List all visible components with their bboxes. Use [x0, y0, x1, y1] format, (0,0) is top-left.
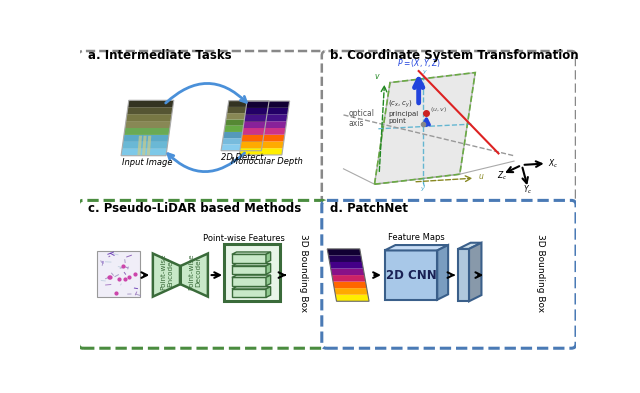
Text: 3D Bounding Box: 3D Bounding Box [299, 235, 308, 312]
FancyBboxPatch shape [322, 200, 576, 348]
Polygon shape [327, 249, 361, 255]
Polygon shape [331, 268, 364, 275]
Text: a. Intermediate Tasks: a. Intermediate Tasks [88, 50, 232, 62]
Text: $v$: $v$ [374, 72, 381, 81]
Polygon shape [232, 275, 271, 277]
Text: $Y_c$: $Y_c$ [523, 184, 532, 196]
Polygon shape [334, 288, 368, 295]
Polygon shape [246, 101, 290, 108]
Text: $Z_c$: $Z_c$ [497, 169, 508, 182]
Polygon shape [458, 243, 481, 249]
Polygon shape [122, 142, 168, 149]
Polygon shape [222, 138, 263, 145]
Polygon shape [335, 295, 369, 301]
Polygon shape [123, 135, 169, 142]
Text: principal
point: principal point [388, 111, 419, 124]
Polygon shape [469, 243, 481, 301]
Text: Monocular Depth: Monocular Depth [231, 157, 303, 166]
Polygon shape [374, 73, 476, 184]
Text: Input Image: Input Image [122, 158, 173, 167]
Polygon shape [121, 149, 167, 156]
Text: 3D Bounding Box: 3D Bounding Box [536, 235, 545, 312]
FancyBboxPatch shape [232, 266, 266, 274]
FancyBboxPatch shape [232, 254, 266, 263]
Polygon shape [232, 252, 271, 254]
Polygon shape [266, 286, 271, 298]
Text: Feature Maps: Feature Maps [388, 233, 445, 242]
Polygon shape [244, 114, 288, 121]
Text: Point-wise: Point-wise [188, 254, 194, 290]
Polygon shape [126, 114, 172, 121]
FancyBboxPatch shape [224, 244, 280, 301]
Polygon shape [328, 255, 362, 262]
Polygon shape [147, 136, 151, 156]
Text: $P=(X,Y,Z)$: $P=(X,Y,Z)$ [397, 57, 441, 69]
FancyBboxPatch shape [97, 251, 140, 298]
Polygon shape [224, 126, 265, 132]
Text: $u$: $u$ [477, 172, 484, 181]
Polygon shape [153, 253, 180, 297]
FancyBboxPatch shape [232, 289, 266, 298]
Polygon shape [241, 135, 285, 141]
Text: $(u,v)$: $(u,v)$ [429, 105, 447, 114]
Polygon shape [332, 275, 365, 282]
Polygon shape [232, 264, 271, 266]
Polygon shape [333, 282, 367, 288]
Polygon shape [227, 107, 268, 113]
Text: b. Coordinate System Transformation: b. Coordinate System Transformation [330, 50, 579, 62]
Text: 2D CNN: 2D CNN [385, 268, 436, 281]
Text: Decoder: Decoder [195, 257, 201, 287]
Polygon shape [124, 128, 170, 135]
Polygon shape [142, 136, 147, 156]
Text: $y$: $y$ [420, 185, 426, 193]
Text: c. Pseudo-LiDAR based Methods: c. Pseudo-LiDAR based Methods [88, 202, 301, 215]
FancyBboxPatch shape [79, 51, 326, 203]
Polygon shape [242, 128, 286, 135]
Polygon shape [180, 253, 208, 297]
Text: Point-wise: Point-wise [160, 254, 166, 290]
Text: 2D Detect.: 2D Detect. [221, 153, 266, 162]
FancyBboxPatch shape [385, 250, 437, 300]
Polygon shape [223, 132, 264, 138]
FancyBboxPatch shape [232, 277, 266, 286]
Polygon shape [127, 107, 173, 114]
Polygon shape [243, 121, 287, 128]
FancyBboxPatch shape [458, 249, 469, 301]
Polygon shape [239, 148, 283, 155]
Text: Encoder: Encoder [167, 257, 173, 287]
Polygon shape [128, 100, 174, 107]
Polygon shape [240, 141, 284, 148]
Text: optical
axis: optical axis [349, 109, 375, 129]
Polygon shape [266, 252, 271, 263]
Text: $(c_x, c_y)$: $(c_x, c_y)$ [388, 99, 413, 110]
Polygon shape [245, 108, 289, 114]
Polygon shape [228, 101, 269, 107]
Polygon shape [266, 264, 271, 274]
Polygon shape [437, 245, 448, 300]
Text: d. PatchNet: d. PatchNet [330, 202, 408, 215]
Text: Point-wise Features: Point-wise Features [204, 234, 285, 243]
Text: $X_c$: $X_c$ [548, 157, 559, 170]
Polygon shape [385, 245, 448, 250]
Polygon shape [221, 145, 262, 151]
Text: $y$: $y$ [422, 68, 428, 75]
Polygon shape [226, 113, 267, 119]
Polygon shape [138, 136, 142, 156]
Polygon shape [266, 275, 271, 286]
Polygon shape [125, 121, 171, 128]
FancyBboxPatch shape [322, 51, 576, 203]
Polygon shape [225, 119, 266, 126]
FancyBboxPatch shape [79, 200, 326, 348]
Polygon shape [330, 262, 364, 268]
Polygon shape [232, 286, 271, 289]
